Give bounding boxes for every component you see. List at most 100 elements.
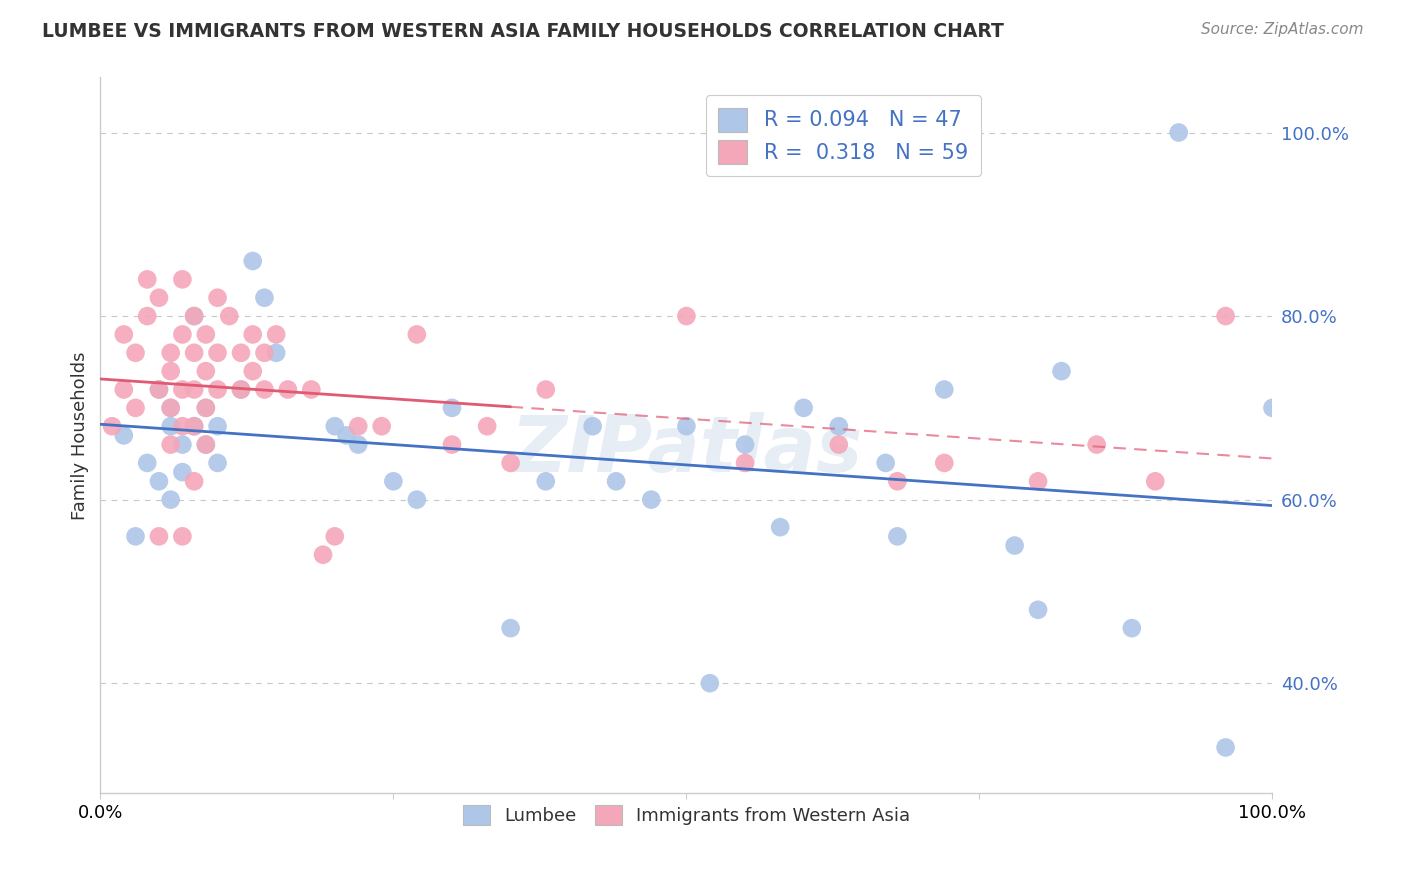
Point [136,272,159,286]
Point [183,419,205,434]
Point [534,475,557,489]
Point [253,346,276,360]
Point [242,364,264,378]
Point [101,419,124,434]
Point [370,419,392,434]
Point [148,383,170,397]
Point [934,456,956,470]
Point [124,346,146,360]
Point [194,437,217,451]
Point [499,621,522,635]
Point [1215,309,1237,323]
Point [475,419,498,434]
Text: ZIPatlas: ZIPatlas [510,412,862,488]
Point [734,437,756,451]
Point [172,327,194,342]
Point [605,475,627,489]
Point [172,419,194,434]
Point [124,401,146,415]
Text: LUMBEE VS IMMIGRANTS FROM WESTERN ASIA FAMILY HOUSEHOLDS CORRELATION CHART: LUMBEE VS IMMIGRANTS FROM WESTERN ASIA F… [42,22,1004,41]
Point [207,346,229,360]
Point [159,401,181,415]
Point [194,364,217,378]
Point [229,383,252,397]
Point [159,401,181,415]
Point [793,401,815,415]
Point [934,383,956,397]
Point [264,327,287,342]
Point [1050,364,1073,378]
Point [299,383,322,397]
Point [183,309,205,323]
Point [323,529,346,543]
Point [675,419,697,434]
Point [1215,740,1237,755]
Point [1167,126,1189,140]
Point [112,383,135,397]
Point [253,383,276,397]
Point [124,529,146,543]
Point [769,520,792,534]
Point [172,465,194,479]
Point [347,419,370,434]
Point [875,456,897,470]
Point [242,327,264,342]
Point [148,475,170,489]
Point [148,529,170,543]
Point [159,437,181,451]
Point [207,456,229,470]
Point [405,492,427,507]
Point [828,437,851,451]
Point [1026,475,1049,489]
Point [136,456,159,470]
Point [172,272,194,286]
Point [172,529,194,543]
Text: Source: ZipAtlas.com: Source: ZipAtlas.com [1201,22,1364,37]
Point [148,383,170,397]
Point [1121,621,1143,635]
Point [112,428,135,442]
Point [440,437,463,451]
Point [159,364,181,378]
Point [229,346,252,360]
Point [183,346,205,360]
Point [323,419,346,434]
Point [159,346,181,360]
Point [172,437,194,451]
Point [734,456,756,470]
Point [699,676,721,690]
Point [440,401,463,415]
Point [194,327,217,342]
Point [1144,475,1167,489]
Point [112,327,135,342]
Point [347,437,370,451]
Point [242,254,264,268]
Point [886,529,908,543]
Point [534,383,557,397]
Point [405,327,427,342]
Point [136,309,159,323]
Point [1004,539,1026,553]
Point [172,383,194,397]
Point [207,291,229,305]
Point [277,383,299,397]
Point [183,475,205,489]
Point [640,492,662,507]
Point [183,383,205,397]
Point [886,475,908,489]
Point [218,309,240,323]
Legend: Lumbee, Immigrants from Western Asia: Lumbee, Immigrants from Western Asia [454,796,920,834]
Point [159,419,181,434]
Point [183,309,205,323]
Point [229,383,252,397]
Point [159,492,181,507]
Point [207,419,229,434]
Point [828,419,851,434]
Point [264,346,287,360]
Point [194,401,217,415]
Point [148,291,170,305]
Point [1261,401,1284,415]
Y-axis label: Family Households: Family Households [72,351,89,520]
Point [194,401,217,415]
Point [183,419,205,434]
